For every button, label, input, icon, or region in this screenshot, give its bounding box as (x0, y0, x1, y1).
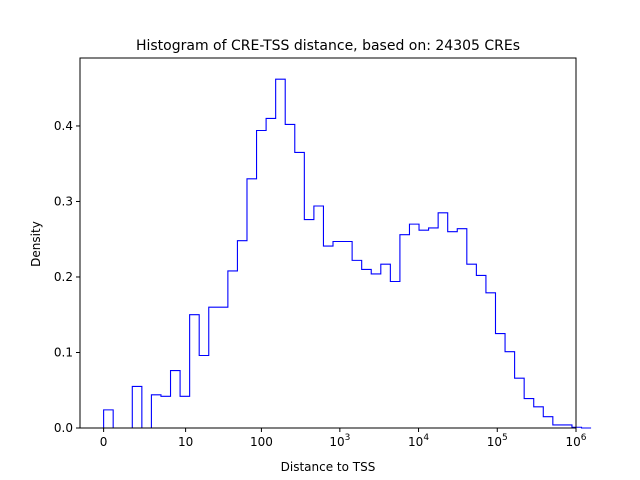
y-axis-label: Density (29, 221, 43, 267)
plot-frame (79, 57, 577, 429)
x-tick-label: 103 (329, 433, 350, 449)
x-tick-label: 106 (565, 433, 586, 449)
histogram-outline (103, 78, 592, 429)
x-tick-label: 0 (100, 435, 108, 449)
x-axis-label: Distance to TSS (281, 460, 376, 474)
x-tick-label: 104 (408, 433, 429, 449)
chart-title: Histogram of CRE-TSS distance, based on:… (136, 38, 520, 54)
y-tick-label: 0.3 (54, 194, 73, 208)
x-tick-label: 105 (487, 433, 508, 449)
y-tick-label: 0.1 (54, 345, 73, 359)
plot-area: 0 10 100 103 104 105 106 0.0 0.1 0.2 0.3 0.4 (54, 57, 592, 449)
y-tick-label: 0.4 (54, 119, 73, 133)
x-tick-label: 100 (250, 435, 273, 449)
y-tick-label: 0.2 (54, 270, 73, 284)
y-tick-label: 0.0 (54, 421, 73, 435)
x-tick-label: 10 (178, 435, 193, 449)
